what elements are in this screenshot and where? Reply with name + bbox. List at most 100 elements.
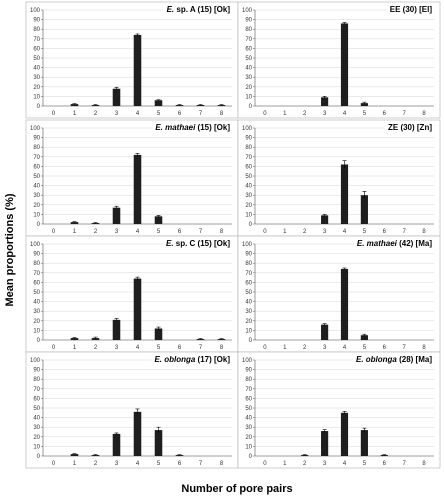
y-tick-label: 60 <box>33 164 40 170</box>
y-tick-label: 90 <box>245 252 252 258</box>
x-tick-label: 1 <box>73 461 77 467</box>
panel-title: E. sp. A (15) [Ok] <box>167 5 231 14</box>
x-tick-label: 0 <box>52 345 56 351</box>
x-tick-label: 2 <box>303 345 307 351</box>
y-tick-label: 70 <box>33 271 40 277</box>
x-tick-label: 3 <box>115 229 119 235</box>
bar-6 <box>175 105 184 106</box>
panel-title-box <box>162 238 234 249</box>
bar-5 <box>154 100 163 106</box>
y-tick-label: 60 <box>245 280 252 286</box>
y-tick-label: 30 <box>245 425 252 431</box>
bar-3 <box>112 433 121 456</box>
x-tick-label: 2 <box>94 345 98 351</box>
x-tick-label: 3 <box>323 345 327 351</box>
bar-3 <box>112 207 121 224</box>
y-tick-label: 30 <box>245 75 252 81</box>
panel-6: 0 10 20 30 40 50 60 70 80 90 100 0 1 2 3 4 5 6 7 8 E. mathae… <box>237 235 441 353</box>
x-tick-label: 4 <box>343 229 347 235</box>
y-tick-label: 40 <box>245 416 252 422</box>
x-tick-label: 6 <box>383 229 387 235</box>
x-tick-label: 5 <box>363 461 367 467</box>
y-tick-label: 80 <box>33 261 40 267</box>
panel-title: EE (30) [El] <box>390 5 433 14</box>
panel-4: 0 10 20 30 40 50 60 70 80 90 100 0 1 2 3 4 5 6 7 8 ZE (30) [… <box>237 119 441 237</box>
y-tick-label: 50 <box>245 406 252 412</box>
y-tick-label: 90 <box>245 136 252 142</box>
y-tick-label: 50 <box>245 290 252 296</box>
bar-2 <box>91 105 100 106</box>
bar-5 <box>154 328 163 340</box>
y-tick-label: 40 <box>245 66 252 72</box>
x-tick-label: 4 <box>343 345 347 351</box>
x-tick-label: 4 <box>136 229 140 235</box>
x-tick-label: 0 <box>263 461 267 467</box>
x-tick-label: 6 <box>383 461 387 467</box>
panel-5: 0 10 20 30 40 50 60 70 80 90 100 0 1 2 3 4 5 6 7 8 E. sp. C … <box>25 235 239 353</box>
panel-frame <box>237 1 441 119</box>
x-tick-label: 0 <box>52 111 56 117</box>
y-tick-label: 40 <box>245 184 252 190</box>
y-tick-label: 0 <box>37 104 41 110</box>
y-tick-label: 0 <box>249 338 253 344</box>
x-tick-label: 8 <box>422 345 426 351</box>
bar-1 <box>70 222 79 224</box>
panel-title-box <box>163 4 234 15</box>
y-tick-label: 100 <box>30 242 41 248</box>
bar-7 <box>196 339 205 340</box>
y-tick-label: 20 <box>245 319 252 325</box>
y-tick-label: 60 <box>245 164 252 170</box>
bar-8 <box>217 339 226 340</box>
x-axis-label: Number of pore pairs <box>181 483 292 495</box>
y-tick-label: 70 <box>33 387 40 393</box>
y-tick-label: 100 <box>30 8 41 14</box>
panel-title: ZE (30) [Zn] <box>388 123 432 132</box>
panel-frame <box>25 119 239 237</box>
x-tick-label: 8 <box>422 229 426 235</box>
y-tick-label: 40 <box>245 300 252 306</box>
bar-4 <box>340 164 349 224</box>
y-tick-label: 80 <box>33 145 40 151</box>
x-tick-label: 0 <box>263 111 267 117</box>
bar-5 <box>154 430 163 456</box>
bar-6 <box>380 455 388 456</box>
x-tick-label: 0 <box>263 229 267 235</box>
y-tick-label: 20 <box>33 319 40 325</box>
bar-2 <box>301 455 309 456</box>
bar-2 <box>91 455 100 456</box>
x-tick-label: 1 <box>73 345 77 351</box>
y-tick-label: 100 <box>242 358 253 364</box>
x-tick-label: 5 <box>157 461 161 467</box>
y-tick-label: 10 <box>245 328 252 334</box>
bar-4 <box>133 411 142 456</box>
x-tick-label: 3 <box>115 461 119 467</box>
y-tick-label: 60 <box>245 46 252 52</box>
bar-3 <box>321 215 329 224</box>
x-tick-label: 2 <box>94 111 98 117</box>
x-tick-label: 2 <box>303 229 307 235</box>
y-tick-label: 30 <box>33 75 40 81</box>
panel-title-box <box>353 238 436 249</box>
x-tick-label: 7 <box>199 461 203 467</box>
y-tick-label: 90 <box>245 368 252 374</box>
y-tick-label: 0 <box>249 222 253 228</box>
panel-frame <box>237 119 441 237</box>
x-tick-label: 7 <box>402 461 406 467</box>
y-tick-label: 80 <box>245 377 252 383</box>
y-tick-label: 90 <box>33 368 40 374</box>
x-tick-label: 6 <box>178 111 182 117</box>
y-tick-label: 60 <box>245 396 252 402</box>
x-tick-label: 7 <box>199 229 203 235</box>
x-tick-label: 5 <box>157 345 161 351</box>
x-tick-label: 7 <box>402 345 406 351</box>
panel-title: E. sp. C (15) [Ok] <box>166 239 230 248</box>
y-tick-label: 30 <box>245 193 252 199</box>
y-tick-label: 40 <box>33 66 40 72</box>
bar-7 <box>196 105 205 106</box>
y-tick-label: 30 <box>33 309 40 315</box>
panel-title: E. oblonga (28) [Ma] <box>356 355 432 364</box>
panel-3: 0 10 20 30 40 50 60 70 80 90 100 0 1 2 3 4 5 6 7 8 E. mathae… <box>25 119 239 237</box>
x-tick-label: 5 <box>363 111 367 117</box>
x-tick-label: 4 <box>343 111 347 117</box>
